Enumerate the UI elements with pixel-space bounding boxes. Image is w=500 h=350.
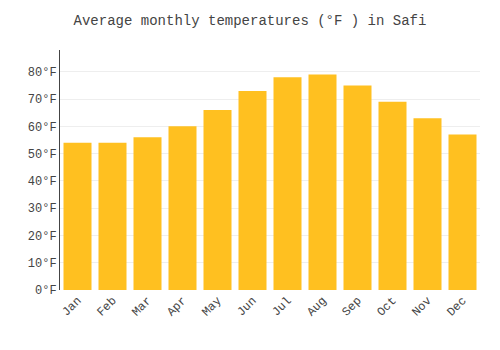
svg-text:Jan: Jan [59,294,84,319]
svg-text:Dec: Dec [444,294,469,319]
svg-text:Aug: Aug [304,294,329,319]
svg-text:Oct: Oct [374,294,399,319]
svg-text:May: May [199,294,224,319]
svg-text:Apr: Apr [164,294,189,319]
svg-text:70°F: 70°F [28,93,57,107]
svg-text:60°F: 60°F [28,121,57,135]
svg-text:50°F: 50°F [28,148,57,162]
svg-text:Average monthly temperatures (: Average monthly temperatures (°F ) in Sa… [74,13,427,29]
svg-text:30°F: 30°F [28,202,57,216]
svg-text:0°F: 0°F [35,284,57,298]
svg-text:Feb: Feb [94,294,119,319]
svg-text:20°F: 20°F [28,230,57,244]
svg-text:Sep: Sep [339,294,364,319]
svg-text:Jul: Jul [269,294,294,319]
svg-text:10°F: 10°F [28,257,57,271]
svg-text:Nov: Nov [409,294,434,319]
svg-text:Mar: Mar [129,294,154,319]
svg-text:40°F: 40°F [28,175,57,189]
svg-text:80°F: 80°F [28,66,57,80]
svg-text:Jun: Jun [234,294,259,319]
